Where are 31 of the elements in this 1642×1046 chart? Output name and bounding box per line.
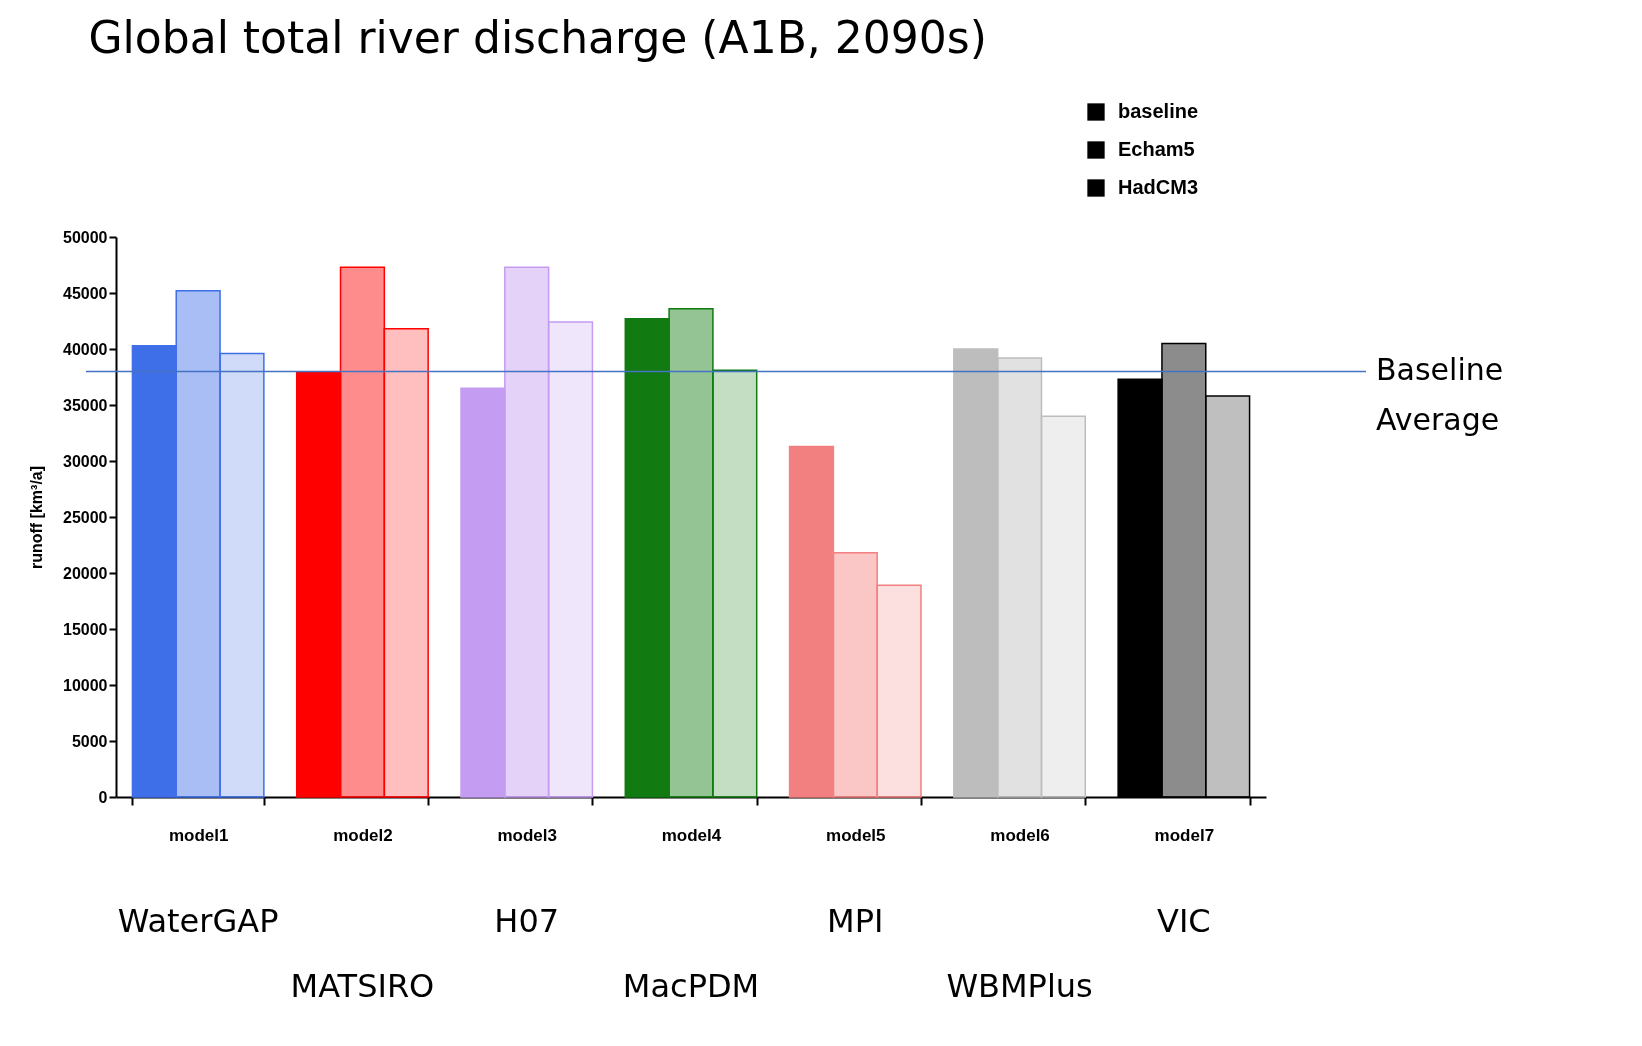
x-tick-label: model4 bbox=[661, 825, 722, 845]
x-tick-label: model2 bbox=[333, 825, 393, 845]
y-tick-label: 0 bbox=[98, 788, 108, 806]
x-tick-label: model5 bbox=[826, 825, 886, 845]
y-tick-label: 30000 bbox=[63, 452, 108, 470]
x-tick-label: model6 bbox=[990, 825, 1050, 845]
x-tick-label: model7 bbox=[1154, 825, 1215, 845]
text: H07 bbox=[494, 902, 560, 940]
text: MPI bbox=[827, 902, 884, 940]
chart-title: Global total river discharge (A1B, 2090s) bbox=[88, 12, 987, 63]
text: MacPDM bbox=[622, 967, 760, 1005]
ref-line-label: Baseline Average bbox=[1376, 352, 1504, 438]
y-tick-label: 35000 bbox=[63, 396, 108, 414]
x-tick-label: model1 bbox=[168, 825, 229, 845]
text: VIC bbox=[1157, 902, 1211, 940]
text: WBMPlus bbox=[946, 967, 1093, 1005]
x-tick-label: model3 bbox=[497, 825, 557, 845]
text: MATSIRO bbox=[290, 967, 435, 1005]
legend-label: HadCM3 bbox=[1118, 176, 1199, 198]
legend-label: Echam5 bbox=[1118, 138, 1195, 160]
legend-label: baseline bbox=[1118, 100, 1199, 122]
y-tick-label: 5000 bbox=[71, 732, 108, 750]
y-tick-label: 15000 bbox=[63, 620, 108, 638]
text: WaterGAP bbox=[117, 902, 279, 940]
y-tick-label: 25000 bbox=[63, 508, 108, 526]
y-tick-label: 45000 bbox=[63, 284, 108, 302]
y-tick-label: 40000 bbox=[63, 340, 108, 358]
y-tick-label: 10000 bbox=[63, 676, 108, 694]
y-axis-title: runoff [km³/a] bbox=[28, 465, 46, 570]
y-tick-label: 50000 bbox=[63, 228, 108, 246]
y-tick-label: 20000 bbox=[63, 564, 108, 582]
